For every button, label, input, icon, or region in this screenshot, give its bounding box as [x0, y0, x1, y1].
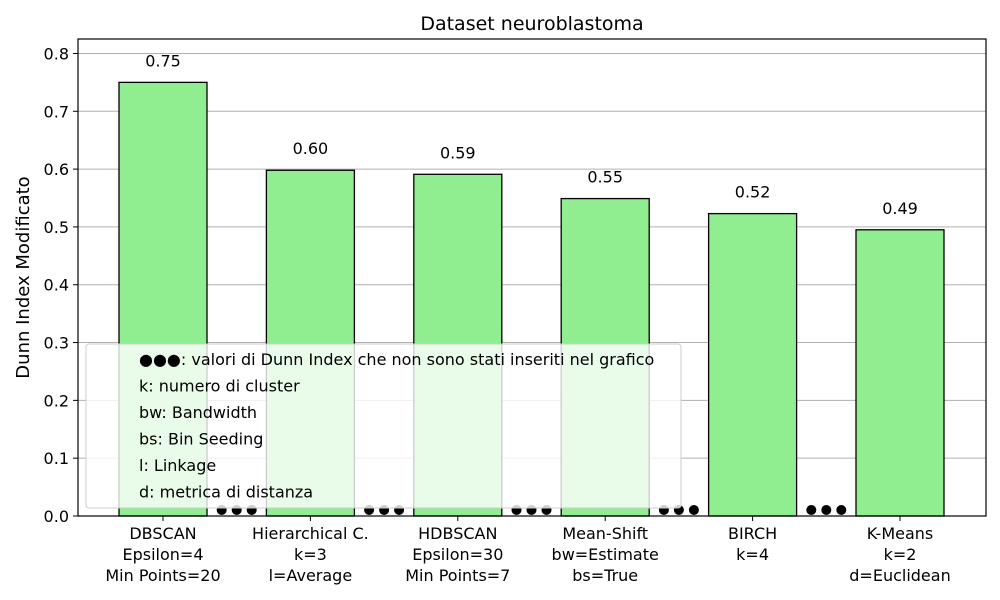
x-tick-label-line: l=Average [269, 566, 353, 585]
legend-entry: bs: Bin Seeding [139, 430, 263, 449]
x-tick-label: Mean-Shift bw=Estimate bs=True [552, 524, 659, 585]
omitted-value-dot [806, 505, 817, 515]
x-tick-label-line: Min Points=7 [405, 566, 510, 585]
bar-value-label: 0.60 [293, 139, 329, 158]
x-axis-ticks: DBSCAN Epsilon=4 Min Points=20 Hierarchical… [105, 516, 951, 585]
x-tick-label-line: HDBSCAN [418, 524, 497, 543]
omitted-value-dot [821, 505, 832, 515]
legend-entry: k: numero di cluster [139, 377, 300, 396]
y-tick-label: 0.3 [44, 334, 69, 353]
bar-value-label: 0.55 [587, 168, 623, 187]
legend-entry: ●●●: valori di Dunn Index che non sono s… [139, 350, 654, 369]
x-tick-label-line: DBSCAN [129, 524, 196, 543]
legend-entry: bw: Bandwidth [139, 403, 257, 422]
y-tick-label: 0.7 [44, 102, 69, 121]
y-tick-label: 0.6 [44, 160, 69, 179]
bar-value-label: 0.49 [882, 199, 918, 218]
x-tick-label: Hierarchical C. k=3 l=Average [252, 524, 369, 585]
y-tick-label: 0.1 [44, 449, 69, 468]
legend-box [85, 343, 682, 509]
bar [855, 229, 945, 517]
x-tick-label: HDBSCAN Epsilon=30 Min Points=7 [405, 524, 510, 585]
x-tick-label-line: K-Means [867, 524, 934, 543]
bar-value-label: 0.59 [440, 143, 476, 162]
x-tick-label-line: k=3 [294, 545, 327, 564]
x-tick-label-line: Hierarchical C. [252, 524, 369, 543]
legend-entry: d: metrica di distanza [139, 483, 313, 502]
y-tick-label: 0.8 [44, 44, 69, 63]
y-tick-label: 0.0 [44, 507, 69, 526]
chart-title: Dataset neuroblastoma [420, 13, 643, 35]
omitted-value-dot [836, 505, 847, 515]
x-tick-label-line: bw=Estimate [552, 545, 659, 564]
legend-entry: l: Linkage [139, 456, 216, 475]
x-tick-label-line: k=4 [736, 545, 769, 564]
x-tick-label: DBSCAN Epsilon=4 Min Points=20 [105, 524, 220, 585]
legend: ●●●: valori di Dunn Index che non sono s… [85, 343, 682, 509]
bar [707, 212, 798, 517]
x-tick-label-line: Epsilon=30 [412, 545, 503, 564]
y-tick-label: 0.4 [44, 276, 69, 295]
x-tick-label-line: d=Euclidean [849, 566, 950, 585]
y-tick-label: 0.2 [44, 391, 69, 410]
x-tick-label-line: bs=True [572, 566, 638, 585]
bar-value-label: 0.75 [145, 51, 181, 70]
y-tick-label: 0.5 [44, 218, 69, 237]
x-tick-label-line: Mean-Shift [562, 524, 648, 543]
value-labels: 0.75 0.60 0.59 0.55 0.52 0.49 [145, 51, 918, 217]
x-tick-label-line: k=2 [884, 545, 917, 564]
y-axis-ticks: 0.0 0.1 0.2 0.3 0.4 0.5 0.6 0.7 0.8 [44, 44, 78, 526]
x-tick-label-line: Epsilon=4 [122, 545, 203, 564]
bar-value-label: 0.52 [735, 183, 771, 202]
omitted-value-dot [688, 505, 699, 515]
y-axis-label: Dunn Index Modificato [13, 176, 34, 378]
x-tick-label-line: Min Points=20 [105, 566, 220, 585]
x-tick-label-line: BIRCH [728, 524, 777, 543]
axes-frame [77, 38, 987, 517]
x-tick-label: BIRCH k=4 [728, 524, 777, 564]
x-tick-label: K-Means k=2 d=Euclidean [849, 524, 950, 585]
